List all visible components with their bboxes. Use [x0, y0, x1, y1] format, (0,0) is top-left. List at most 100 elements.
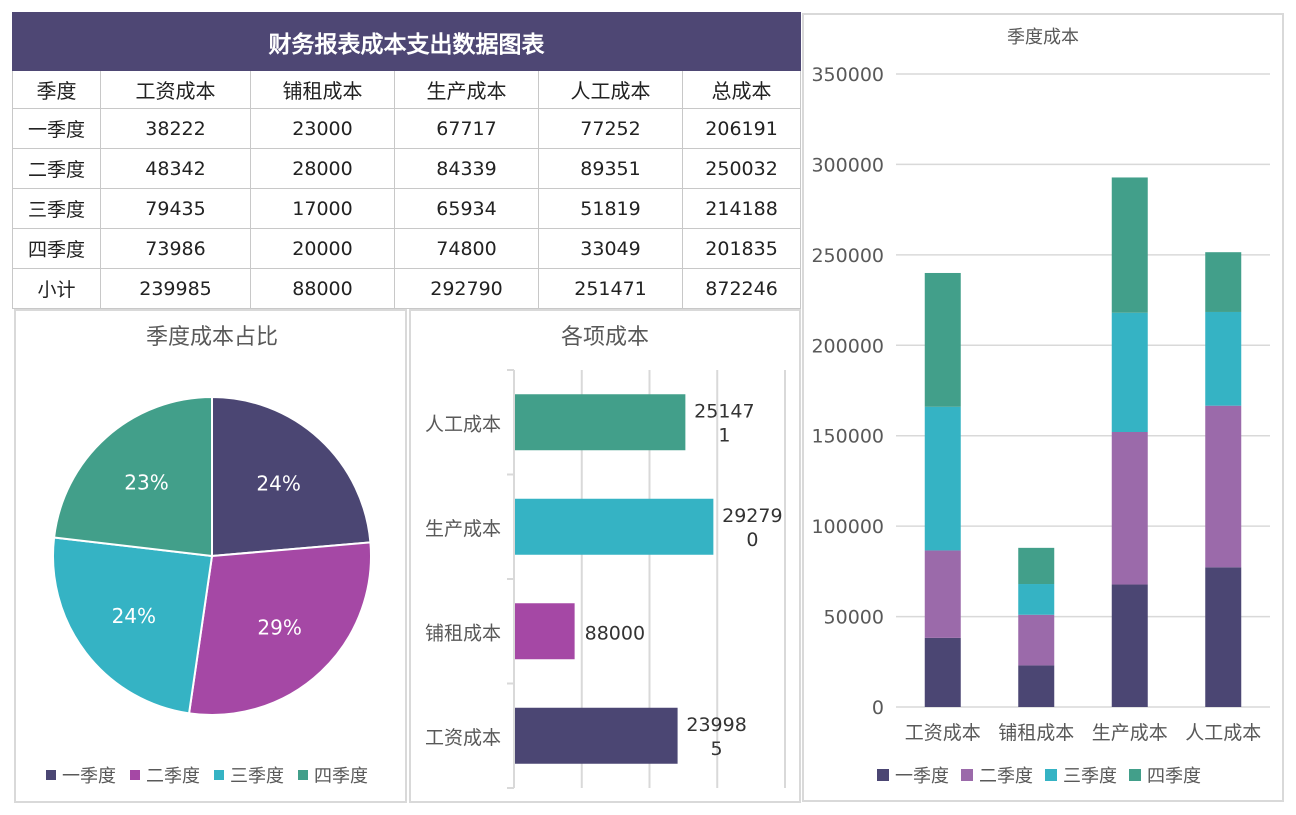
pie-chart: 季度成本占比 24% 29% 24% 23% 一季度 二季度 三季度 四季度 — [46, 325, 372, 787]
stacked-bar-segment — [1205, 311, 1242, 406]
table-cell: 38222 — [100, 108, 251, 149]
stacked-bar-segment — [1205, 567, 1242, 707]
stacked-bar-segment — [1111, 431, 1148, 585]
data-label: 1 — [718, 424, 730, 446]
x-tick-label: 人工成本 — [1185, 722, 1261, 744]
table-cell: 872246 — [681, 268, 802, 309]
data-label: 24% — [112, 604, 156, 628]
legend-label: 三季度 — [1063, 766, 1117, 787]
table-cell: 51819 — [538, 188, 683, 229]
legend-swatch — [46, 770, 56, 780]
hbar-panel: 各项成本 工资成本 23998 5 铺租成本 88000 生产成本 29279 0 人工成本 251… — [409, 309, 801, 803]
legend-swatch — [1129, 769, 1141, 781]
table-cell: 73986 — [100, 228, 251, 269]
stacked-bar-segment — [1205, 252, 1242, 312]
y-tick-label: 350000 — [811, 64, 884, 86]
chart-title: 各项成本 — [561, 325, 649, 350]
y-tick-label: 50000 — [824, 607, 884, 629]
table-cell: 79435 — [100, 188, 251, 229]
table-cell: 二季度 — [12, 148, 101, 189]
table-cell: 小计 — [12, 268, 101, 309]
stacked-bar-segment — [1205, 405, 1242, 568]
table-cell: 28000 — [250, 148, 395, 189]
stacked-bar-segment — [1111, 177, 1148, 313]
legend-label: 四季度 — [1147, 766, 1201, 787]
legend-label: 一季度 — [62, 766, 116, 787]
category-label: 工资成本 — [425, 727, 501, 749]
x-tick-label: 生产成本 — [1092, 722, 1168, 744]
data-label: 29% — [257, 616, 301, 640]
stacked-bar-segment — [1018, 665, 1055, 707]
table-cell: 48342 — [100, 148, 251, 189]
pie-slice — [52, 395, 213, 558]
cost-table: 财务报表成本支出数据图表 季度 工资成本 铺租成本 生产成本 人工成本 总成本 一季度 38… — [11, 12, 802, 309]
table-cell: 250032 — [681, 148, 802, 189]
stacked-panel: 季度成本 0 50000 100000 150000 200000 250000 300000… — [802, 13, 1284, 802]
table-row: 四季度 73986 20000 74800 33049 201835 — [12, 228, 802, 269]
table-cell: 292790 — [394, 268, 539, 309]
legend-swatch — [961, 769, 973, 781]
column-header: 季度 — [12, 70, 101, 109]
data-label: 0 — [746, 529, 758, 551]
table-cell: 一季度 — [12, 108, 101, 149]
table-cell: 三季度 — [12, 188, 101, 229]
table-cell: 239985 — [100, 268, 251, 309]
legend-label: 四季度 — [314, 766, 368, 787]
bar — [515, 394, 686, 451]
x-tick-label: 铺租成本 — [998, 722, 1074, 744]
stacked-bar-segment — [924, 406, 961, 551]
table-cell: 214188 — [681, 188, 802, 229]
table-cell: 20000 — [250, 228, 395, 269]
legend-swatch — [130, 770, 140, 780]
column-header: 人工成本 — [538, 70, 683, 109]
legend-swatch — [877, 769, 889, 781]
stacked-bar-segment — [1111, 312, 1148, 432]
legend-label: 三季度 — [230, 766, 284, 787]
data-label: 29279 — [722, 505, 782, 527]
category-label: 铺租成本 — [425, 622, 501, 644]
stacked-bar-segment — [924, 637, 961, 707]
bar — [515, 498, 714, 555]
table-cell: 74800 — [394, 228, 539, 269]
table-cell: 88000 — [250, 268, 395, 309]
y-tick-label: 250000 — [811, 245, 884, 267]
chart-title: 季度成本 — [1007, 27, 1079, 48]
pie-slice — [52, 536, 214, 715]
y-tick-label: 0 — [872, 697, 884, 719]
table-row: 一季度 38222 23000 67717 77252 206191 — [12, 108, 802, 149]
table-cell: 89351 — [538, 148, 683, 189]
category-label: 生产成本 — [425, 518, 501, 540]
data-label: 23% — [124, 470, 168, 494]
bar — [515, 707, 678, 764]
table-cell: 251471 — [538, 268, 683, 309]
column-header: 总成本 — [681, 70, 802, 109]
data-label: 25147 — [694, 400, 754, 422]
stacked-chart: 季度成本 0 50000 100000 150000 200000 250000 300000… — [811, 27, 1270, 787]
stacked-bar-segment — [924, 272, 961, 407]
stacked-bar-segment — [1018, 584, 1055, 615]
table-cell: 84339 — [394, 148, 539, 189]
y-tick-label: 150000 — [811, 426, 884, 448]
table-cell: 65934 — [394, 188, 539, 229]
table-cell: 201835 — [681, 228, 802, 269]
stacked-bar-segment — [1018, 547, 1055, 585]
legend-swatch — [298, 770, 308, 780]
data-label: 5 — [711, 738, 723, 760]
legend-swatch — [214, 770, 224, 780]
table-cell: 33049 — [538, 228, 683, 269]
stacked-bar-segment — [924, 550, 961, 638]
table-row: 二季度 48342 28000 84339 89351 250032 — [12, 148, 802, 189]
data-label: 88000 — [585, 622, 645, 644]
column-header: 工资成本 — [100, 70, 251, 109]
data-label: 23998 — [686, 714, 746, 736]
data-label: 24% — [256, 471, 300, 495]
y-tick-label: 100000 — [811, 516, 884, 538]
table-cell: 17000 — [250, 188, 395, 229]
pie-slice — [187, 541, 372, 716]
table-cell: 67717 — [394, 108, 539, 149]
chart-title: 季度成本占比 — [146, 325, 278, 350]
legend-swatch — [1045, 769, 1057, 781]
bar — [515, 603, 575, 660]
table-cell: 77252 — [538, 108, 683, 149]
